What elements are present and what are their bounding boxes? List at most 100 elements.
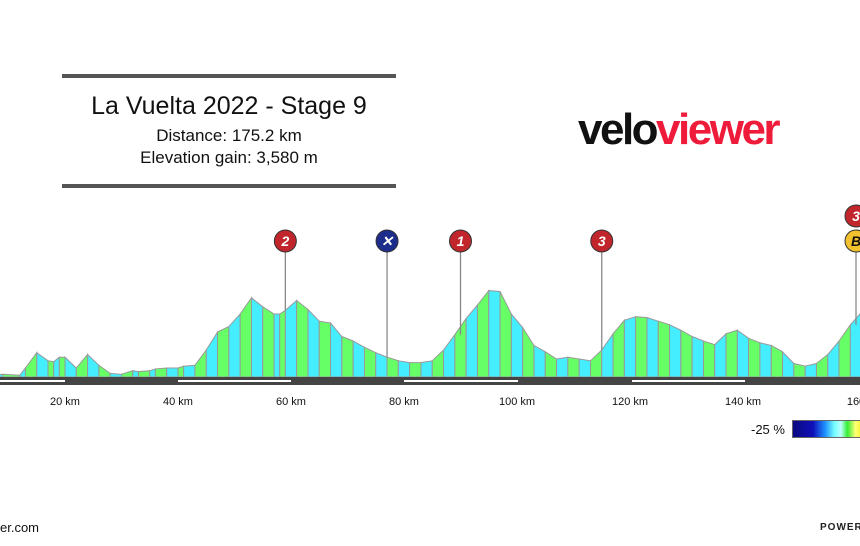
profile-segment <box>250 296 264 378</box>
profile-segment <box>330 321 343 378</box>
axis-stripe <box>632 380 745 382</box>
profile-segment <box>409 362 422 378</box>
profile-segment <box>725 329 738 378</box>
profile-segment <box>109 372 122 378</box>
veloviewer-logo: veloviewer <box>578 105 781 154</box>
profile-segment <box>19 366 26 378</box>
profile-segment <box>279 309 286 378</box>
profile-segment <box>827 339 840 378</box>
profile-segment <box>714 332 727 378</box>
elevation-gain-label: Elevation gain: 3,580 m <box>140 148 318 167</box>
profile-segment <box>849 313 860 378</box>
profile-segment <box>838 323 851 378</box>
profile-segment <box>431 348 445 378</box>
profile-segment <box>623 316 637 378</box>
profile-segment <box>556 356 569 378</box>
climb-marker-icon <box>273 229 297 253</box>
profile-segment <box>341 335 354 378</box>
logo-part-velo: velo <box>578 105 659 154</box>
climb-marker-icon <box>844 204 860 228</box>
profile-segment <box>177 365 185 378</box>
profile-segment <box>363 346 377 378</box>
x-tick-label: 60 km <box>276 396 306 408</box>
climb-marker-icon <box>449 229 472 253</box>
profile-segment <box>2 373 21 378</box>
profile-segment <box>36 351 49 378</box>
profile-segment <box>567 356 580 378</box>
profile-segment <box>58 356 66 378</box>
axis-stripe <box>0 380 65 382</box>
profile-segment <box>691 335 704 378</box>
profile-segment <box>533 344 546 378</box>
logo-part-viewer: viewer <box>656 105 780 154</box>
profile-segment <box>612 318 625 378</box>
axis-stripe <box>178 380 291 382</box>
footer-site-url: er.com <box>0 520 40 535</box>
profile-segment <box>488 290 501 378</box>
climb-marker-label: 3 <box>598 233 606 249</box>
profile-segment <box>217 325 230 378</box>
profile-segment <box>284 299 298 378</box>
profile-segment <box>352 340 365 378</box>
profile-segment <box>759 342 772 378</box>
profile-segment <box>578 358 591 378</box>
profile-segment <box>87 353 100 378</box>
x-tick-label: 120 km <box>611 396 649 408</box>
x-tick-label: 160 <box>846 396 860 408</box>
bonus-marker-label: B <box>851 233 860 249</box>
profile-segment <box>815 353 829 378</box>
profile-segment <box>601 332 614 378</box>
feed-marker-label: ✕ <box>381 233 394 249</box>
bonus-marker-icon <box>844 229 860 253</box>
title-bottom-rule <box>62 184 396 188</box>
profile-segment <box>154 367 168 378</box>
profile-segment <box>24 351 38 378</box>
profile-segment <box>420 360 433 378</box>
axis-stripe <box>404 380 518 382</box>
profile-segment <box>804 362 817 378</box>
profile-segment <box>770 344 784 378</box>
profile-segment <box>657 320 671 378</box>
profile-segment <box>544 350 558 378</box>
profile-segment <box>205 330 219 378</box>
climb-marker-label: 2 <box>280 233 289 249</box>
profile-segment <box>397 360 411 378</box>
profile-segment <box>680 329 693 378</box>
profile-segment <box>53 356 60 378</box>
profile-segment <box>635 316 648 378</box>
profile-segment <box>262 305 275 378</box>
profile-segment <box>296 299 309 378</box>
profile-segment <box>307 308 320 378</box>
profile-segment <box>194 348 207 378</box>
profile-segment <box>736 329 750 378</box>
feed-marker-icon <box>375 229 399 253</box>
climb-marker-icon <box>590 229 614 253</box>
profile-segment <box>98 364 111 378</box>
gradient-legend-min-label: -25 % <box>751 422 785 437</box>
profile-segment <box>499 291 512 378</box>
profile-segment <box>465 303 478 378</box>
profile-segment <box>318 320 332 378</box>
profile-segment <box>75 353 89 378</box>
footer-powered-by: POWER <box>820 522 860 533</box>
profile-segment <box>748 337 761 378</box>
gradient-color-scale <box>792 420 860 438</box>
profile-segment <box>132 370 139 378</box>
x-tick-label: 20 km <box>50 396 80 408</box>
x-tick-label: 100 km <box>498 396 536 408</box>
profile-segment <box>64 356 77 378</box>
profile-segment <box>228 312 241 378</box>
profile-segment <box>166 367 179 378</box>
profile-segment <box>121 370 134 378</box>
profile-segment <box>702 340 716 378</box>
x-tick-label: 140 km <box>724 396 762 408</box>
profile-segment <box>443 333 456 378</box>
title-top-rule <box>62 74 396 78</box>
profile-segment <box>646 316 659 378</box>
profile-segment <box>375 351 388 378</box>
stage-title: La Vuelta 2022 - Stage 9 <box>91 92 367 120</box>
profile-segment <box>589 348 603 378</box>
title-box: La Vuelta 2022 - Stage 9 Distance: 175.2… <box>62 74 396 188</box>
climb-marker-label: 1 <box>457 233 465 249</box>
profile-segment <box>386 356 399 378</box>
